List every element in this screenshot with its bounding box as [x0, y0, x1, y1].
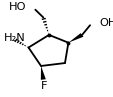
Text: HO: HO	[9, 2, 26, 12]
Text: F: F	[40, 81, 47, 91]
Text: OH: OH	[98, 18, 113, 28]
Polygon shape	[40, 66, 45, 80]
Text: H₂N: H₂N	[4, 33, 26, 43]
Polygon shape	[68, 33, 83, 43]
